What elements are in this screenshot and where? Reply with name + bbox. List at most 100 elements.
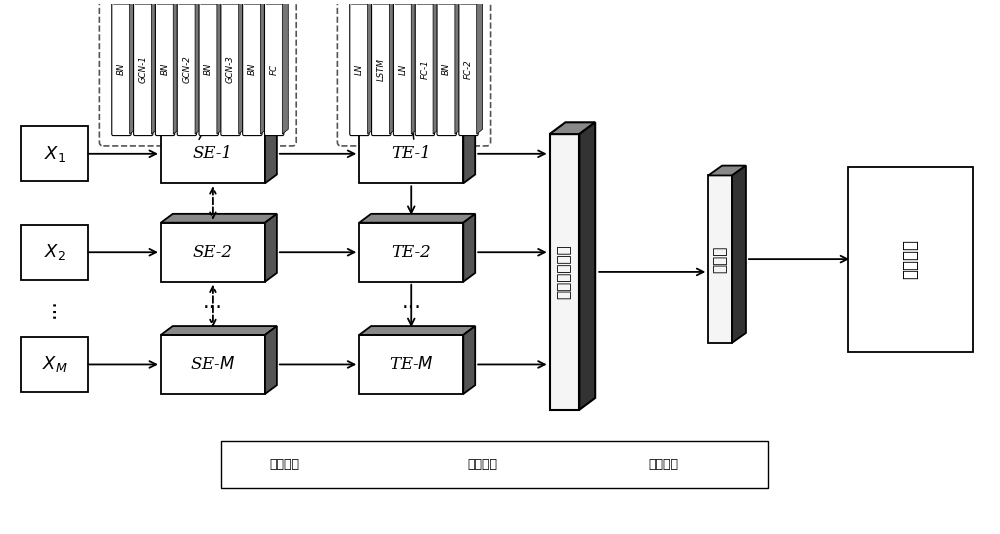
FancyBboxPatch shape [134,3,153,136]
Polygon shape [708,176,732,343]
Polygon shape [222,0,245,4]
Text: ···: ··· [203,299,223,318]
FancyBboxPatch shape [848,167,973,352]
Polygon shape [161,214,277,223]
Text: LN: LN [399,64,408,75]
Text: 前向传递: 前向传递 [269,458,299,472]
Polygon shape [217,0,223,134]
Polygon shape [389,0,395,134]
Polygon shape [477,0,483,134]
Text: TE-2: TE-2 [391,244,431,261]
Text: BN: BN [117,63,126,75]
FancyBboxPatch shape [155,3,175,136]
Polygon shape [395,0,417,4]
Polygon shape [161,335,265,394]
Text: FC-2: FC-2 [464,59,473,79]
Polygon shape [244,0,266,4]
FancyBboxPatch shape [243,3,262,136]
Polygon shape [550,122,595,134]
Text: 全局时间池化: 全局时间池化 [556,245,571,299]
Polygon shape [151,0,157,134]
Text: BN: BN [248,63,257,75]
Polygon shape [195,0,201,134]
Polygon shape [161,115,277,124]
Polygon shape [161,124,265,183]
Text: ···: ··· [45,299,65,318]
Text: 稳定情况: 稳定情况 [902,239,920,279]
FancyBboxPatch shape [264,3,284,136]
Text: LSTM: LSTM [377,58,386,81]
FancyBboxPatch shape [221,3,240,136]
Polygon shape [439,0,461,4]
FancyBboxPatch shape [112,3,131,136]
Text: TE-$M$: TE-$M$ [389,356,434,373]
Text: $X_M$: $X_M$ [42,355,68,374]
Polygon shape [239,0,245,134]
Polygon shape [359,223,463,282]
FancyBboxPatch shape [459,3,478,136]
Text: 分类器: 分类器 [713,246,728,273]
Polygon shape [261,0,266,134]
Text: ···: ··· [401,299,421,318]
Polygon shape [433,0,439,134]
Polygon shape [708,166,746,176]
Text: SE-$M$: SE-$M$ [190,356,235,373]
Polygon shape [550,134,579,410]
Polygon shape [368,0,374,134]
Text: BN: BN [161,63,170,75]
Text: $X_2$: $X_2$ [44,242,66,262]
Text: SE-1: SE-1 [193,145,233,162]
Text: GCN-1: GCN-1 [139,55,148,83]
Polygon shape [161,223,265,282]
Polygon shape [359,335,463,394]
Polygon shape [732,166,746,343]
Text: BN: BN [442,63,451,75]
Text: TE-1: TE-1 [391,145,431,162]
Polygon shape [463,115,475,183]
Polygon shape [282,0,288,134]
Polygon shape [417,0,439,4]
FancyBboxPatch shape [393,3,413,136]
Text: LN: LN [355,64,364,75]
FancyBboxPatch shape [21,337,88,392]
Polygon shape [157,0,179,4]
FancyBboxPatch shape [350,3,369,136]
Polygon shape [359,214,475,223]
Text: GCN-3: GCN-3 [226,55,235,83]
Text: $X_1$: $X_1$ [44,144,66,164]
Polygon shape [579,122,595,410]
FancyBboxPatch shape [177,3,197,136]
Polygon shape [463,214,475,282]
FancyBboxPatch shape [221,441,768,489]
Polygon shape [265,214,277,282]
FancyBboxPatch shape [372,3,391,136]
Polygon shape [113,0,136,4]
FancyBboxPatch shape [21,126,88,182]
Polygon shape [179,0,201,4]
Text: 模块细节: 模块细节 [649,458,679,472]
Polygon shape [265,115,277,183]
FancyBboxPatch shape [437,3,456,136]
FancyBboxPatch shape [415,3,435,136]
Polygon shape [161,326,277,335]
Polygon shape [359,326,475,335]
FancyBboxPatch shape [199,3,218,136]
Polygon shape [351,0,374,4]
Polygon shape [359,124,463,183]
FancyBboxPatch shape [21,225,88,280]
Polygon shape [173,0,179,134]
Polygon shape [373,0,395,4]
Polygon shape [411,0,417,134]
Text: FC: FC [270,64,279,75]
Polygon shape [135,0,157,4]
Polygon shape [455,0,461,134]
Polygon shape [201,0,223,4]
Text: 参数共享: 参数共享 [467,458,497,472]
Text: BN: BN [204,63,213,75]
Text: SE-2: SE-2 [193,244,233,261]
Polygon shape [130,0,136,134]
Polygon shape [460,0,483,4]
Polygon shape [359,115,475,124]
Polygon shape [265,326,277,394]
Polygon shape [266,0,288,4]
